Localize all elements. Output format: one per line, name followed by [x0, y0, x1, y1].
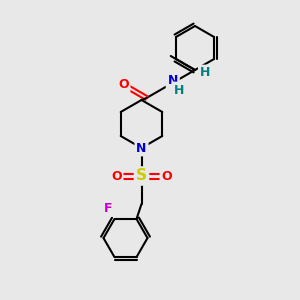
Text: H: H [200, 67, 210, 80]
Text: S: S [136, 169, 147, 184]
Text: N: N [136, 142, 147, 154]
Text: F: F [104, 202, 113, 215]
Text: H: H [174, 83, 184, 97]
Text: N: N [168, 74, 178, 88]
Text: O: O [161, 169, 172, 182]
Text: O: O [118, 78, 129, 91]
Text: O: O [111, 169, 122, 182]
